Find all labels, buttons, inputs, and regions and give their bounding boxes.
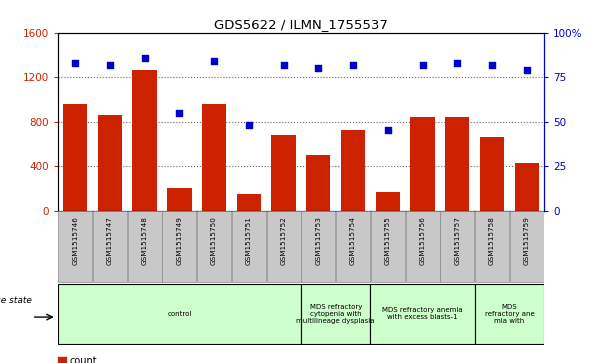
Text: GSM1515755: GSM1515755 <box>385 216 391 265</box>
Bar <box>93 211 127 282</box>
Text: GSM1515758: GSM1515758 <box>489 216 495 265</box>
Bar <box>162 211 196 282</box>
Bar <box>197 211 231 282</box>
Bar <box>58 284 301 344</box>
Bar <box>302 211 336 282</box>
Point <box>174 110 184 115</box>
Bar <box>475 211 509 282</box>
Point <box>209 58 219 64</box>
Bar <box>237 194 261 211</box>
Point <box>487 62 497 68</box>
Bar <box>63 104 88 211</box>
Bar <box>406 211 440 282</box>
Bar <box>410 117 435 211</box>
Text: disease state: disease state <box>0 296 32 305</box>
Point <box>348 62 358 68</box>
Text: GSM1515757: GSM1515757 <box>454 216 460 265</box>
Point <box>71 60 80 66</box>
Text: MDS refractory anemia
with excess blasts-1: MDS refractory anemia with excess blasts… <box>382 307 463 321</box>
Bar <box>271 135 295 211</box>
Bar <box>370 284 475 344</box>
Text: MDS refractory
cytopenia with
multilineage dysplasia: MDS refractory cytopenia with multilinea… <box>297 304 375 324</box>
Text: count: count <box>69 356 97 363</box>
Point <box>57 358 67 363</box>
Bar <box>514 163 539 211</box>
Text: GSM1515756: GSM1515756 <box>420 216 426 265</box>
Text: GSM1515748: GSM1515748 <box>142 216 148 265</box>
Bar <box>371 211 405 282</box>
Text: GSM1515750: GSM1515750 <box>211 216 217 265</box>
Bar <box>98 115 122 211</box>
Text: control: control <box>167 311 192 317</box>
Text: GSM1515754: GSM1515754 <box>350 216 356 265</box>
Text: GSM1515751: GSM1515751 <box>246 216 252 265</box>
Bar <box>133 70 157 211</box>
Text: GSM1515759: GSM1515759 <box>523 216 530 265</box>
Bar <box>167 188 192 211</box>
Bar <box>510 211 544 282</box>
Bar <box>475 284 544 344</box>
Bar <box>480 137 504 211</box>
Text: GSM1515752: GSM1515752 <box>280 216 286 265</box>
Bar <box>445 117 469 211</box>
Text: GSM1515749: GSM1515749 <box>176 216 182 265</box>
Point <box>105 62 115 68</box>
Bar <box>440 211 474 282</box>
Point <box>278 62 288 68</box>
Point <box>244 122 254 128</box>
Bar <box>301 284 370 344</box>
Point <box>452 60 462 66</box>
Point <box>140 55 150 61</box>
Text: GSM1515747: GSM1515747 <box>107 216 113 265</box>
Bar <box>306 155 331 211</box>
Point <box>314 65 323 71</box>
Point <box>522 67 531 73</box>
Bar <box>58 211 92 282</box>
Text: GSM1515746: GSM1515746 <box>72 216 78 265</box>
Bar <box>336 211 370 282</box>
Bar <box>376 192 400 211</box>
Bar <box>341 131 365 211</box>
Text: GSM1515753: GSM1515753 <box>316 216 322 265</box>
Bar <box>232 211 266 282</box>
Text: MDS
refractory ane
mia with: MDS refractory ane mia with <box>485 304 534 324</box>
Point <box>383 128 393 134</box>
Bar <box>202 104 226 211</box>
Point <box>418 62 427 68</box>
Bar <box>128 211 162 282</box>
Title: GDS5622 / ILMN_1755537: GDS5622 / ILMN_1755537 <box>214 19 388 32</box>
Bar <box>266 211 300 282</box>
